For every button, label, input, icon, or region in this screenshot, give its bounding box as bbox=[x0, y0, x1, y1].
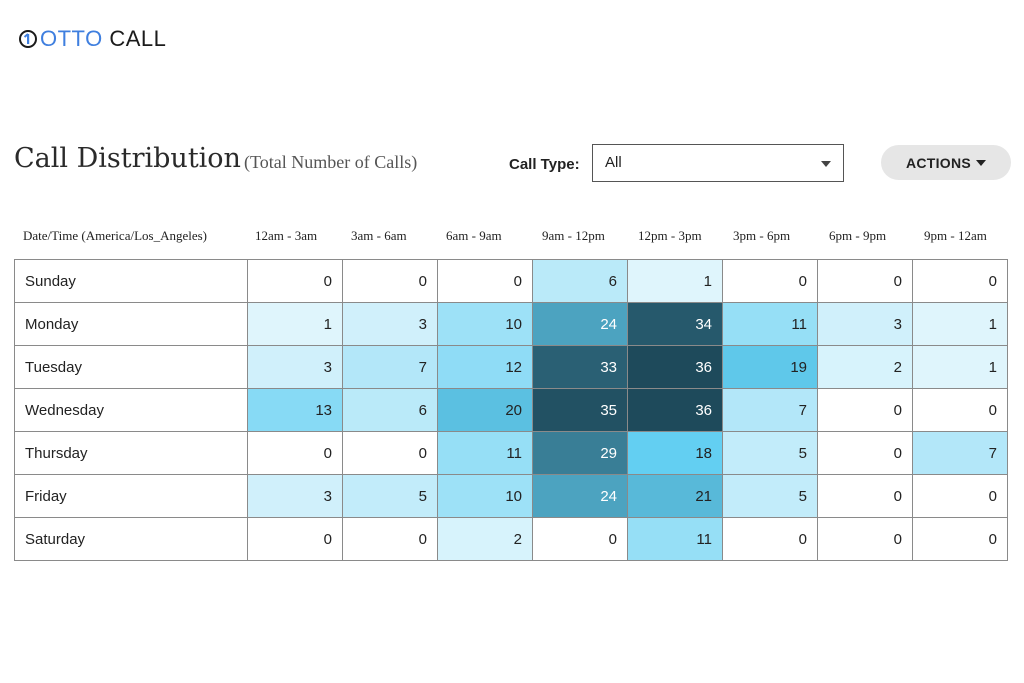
call-count-cell: 5 bbox=[342, 474, 438, 518]
call-count-cell: 1 bbox=[247, 302, 343, 346]
table-row: Friday 3 5 10 24 21 5 0 0 bbox=[14, 474, 1008, 518]
call-count-cell: 7 bbox=[722, 388, 818, 432]
call-count-cell: 1 bbox=[912, 345, 1008, 389]
call-count-cell: 0 bbox=[342, 431, 438, 475]
call-count-cell: 0 bbox=[912, 517, 1008, 561]
call-count-cell: 0 bbox=[912, 388, 1008, 432]
call-count-cell: 0 bbox=[817, 259, 913, 303]
column-header-6pm-9pm: 6pm - 9pm bbox=[829, 228, 887, 243]
day-cell: Monday bbox=[14, 302, 248, 346]
actions-button-label: ACTIONS bbox=[905, 154, 972, 171]
call-count-cell: 19 bbox=[722, 345, 818, 389]
column-header-6am-9am: 6am - 9am bbox=[446, 228, 502, 243]
app-logo[interactable]: OTTO CALL bbox=[18, 27, 166, 51]
page-subtitle: (Total Number of Calls) bbox=[244, 152, 418, 172]
day-cell: Tuesday bbox=[14, 345, 248, 389]
call-count-cell: 0 bbox=[247, 259, 343, 303]
call-count-cell: 29 bbox=[532, 431, 628, 475]
call-count-cell: 10 bbox=[437, 302, 533, 346]
call-count-cell: 11 bbox=[437, 431, 533, 475]
table-row: Thursday 0 0 11 29 18 5 0 7 bbox=[14, 431, 1008, 475]
call-count-cell: 0 bbox=[817, 388, 913, 432]
table-row: Sunday 0 0 0 6 1 0 0 0 bbox=[14, 259, 1008, 303]
call-count-cell: 3 bbox=[247, 474, 343, 518]
logo-text: OTTO CALL bbox=[40, 27, 166, 51]
column-header-12am-3am: 12am - 3am bbox=[255, 228, 318, 243]
column-header-9pm-12am: 9pm - 12am bbox=[924, 228, 987, 243]
call-count-cell: 10 bbox=[437, 474, 533, 518]
page-title: Call Distribution bbox=[14, 143, 241, 174]
call-count-cell: 5 bbox=[722, 474, 818, 518]
call-count-cell: 1 bbox=[912, 302, 1008, 346]
call-type-select[interactable]: All bbox=[592, 144, 844, 182]
call-count-cell: 35 bbox=[532, 388, 628, 432]
day-cell: Thursday bbox=[14, 431, 248, 475]
call-count-cell: 3 bbox=[342, 302, 438, 346]
table-row: Saturday 0 0 2 0 11 0 0 0 bbox=[14, 517, 1008, 561]
column-header-3am-6am: 3am - 6am bbox=[351, 228, 407, 243]
call-count-cell: 0 bbox=[342, 259, 438, 303]
caret-down-icon bbox=[976, 159, 987, 166]
otto-logo-icon bbox=[19, 30, 37, 48]
call-count-cell: 24 bbox=[532, 302, 628, 346]
call-count-cell: 6 bbox=[342, 388, 438, 432]
table-row: Monday 1 3 10 24 34 11 3 1 bbox=[14, 302, 1008, 346]
call-count-cell: 0 bbox=[722, 517, 818, 561]
call-count-cell: 5 bbox=[722, 431, 818, 475]
actions-button[interactable]: ACTIONS bbox=[881, 145, 1011, 180]
call-count-cell: 12 bbox=[437, 345, 533, 389]
call-count-cell: 2 bbox=[817, 345, 913, 389]
call-type-label: Call Type: bbox=[509, 156, 580, 173]
call-count-cell: 36 bbox=[627, 345, 723, 389]
call-count-cell: 2 bbox=[437, 517, 533, 561]
call-count-cell: 0 bbox=[247, 431, 343, 475]
logo-text-call: CALL bbox=[109, 26, 167, 51]
day-cell: Saturday bbox=[14, 517, 248, 561]
column-header-datetime: Date/Time (America/Los_Angeles) bbox=[23, 228, 207, 243]
call-count-cell: 0 bbox=[912, 474, 1008, 518]
call-count-cell: 24 bbox=[532, 474, 628, 518]
call-count-cell: 0 bbox=[532, 517, 628, 561]
call-count-cell: 11 bbox=[627, 517, 723, 561]
column-header-12pm-3pm: 12pm - 3pm bbox=[638, 228, 702, 243]
chevron-down-icon bbox=[821, 161, 831, 167]
call-count-cell: 0 bbox=[817, 517, 913, 561]
call-count-cell: 0 bbox=[247, 517, 343, 561]
call-count-cell: 0 bbox=[817, 431, 913, 475]
table-row: Tuesday 3 7 12 33 36 19 2 1 bbox=[14, 345, 1008, 389]
day-cell: Sunday bbox=[14, 259, 248, 303]
column-header-9am-12pm: 9am - 12pm bbox=[542, 228, 605, 243]
call-count-cell: 7 bbox=[342, 345, 438, 389]
call-count-cell: 20 bbox=[437, 388, 533, 432]
call-count-cell: 0 bbox=[817, 474, 913, 518]
call-count-cell: 3 bbox=[247, 345, 343, 389]
call-count-cell: 18 bbox=[627, 431, 723, 475]
call-count-cell: 0 bbox=[722, 259, 818, 303]
day-cell: Friday bbox=[14, 474, 248, 518]
call-count-cell: 1 bbox=[627, 259, 723, 303]
call-count-cell: 3 bbox=[817, 302, 913, 346]
call-count-cell: 0 bbox=[912, 259, 1008, 303]
call-count-cell: 6 bbox=[532, 259, 628, 303]
call-count-cell: 0 bbox=[437, 259, 533, 303]
call-count-cell: 33 bbox=[532, 345, 628, 389]
call-count-cell: 0 bbox=[342, 517, 438, 561]
column-header-3pm-6pm: 3pm - 6pm bbox=[733, 228, 791, 243]
table-column-headers: Date/Time (America/Los_Angeles) 12am - 3… bbox=[14, 228, 1012, 248]
call-type-selected-value: All bbox=[605, 154, 622, 171]
table-row: Wednesday 13 6 20 35 36 7 0 0 bbox=[14, 388, 1008, 432]
call-count-cell: 36 bbox=[627, 388, 723, 432]
call-count-cell: 34 bbox=[627, 302, 723, 346]
call-count-cell: 13 bbox=[247, 388, 343, 432]
day-cell: Wednesday bbox=[14, 388, 248, 432]
call-count-cell: 21 bbox=[627, 474, 723, 518]
logo-text-otto: OTTO bbox=[40, 26, 103, 51]
call-count-cell: 11 bbox=[722, 302, 818, 346]
call-distribution-table: Sunday 0 0 0 6 1 0 0 0 Monday 1 3 10 24 34 11 3 1 Tuesday 3… bbox=[14, 259, 1008, 561]
call-count-cell: 7 bbox=[912, 431, 1008, 475]
